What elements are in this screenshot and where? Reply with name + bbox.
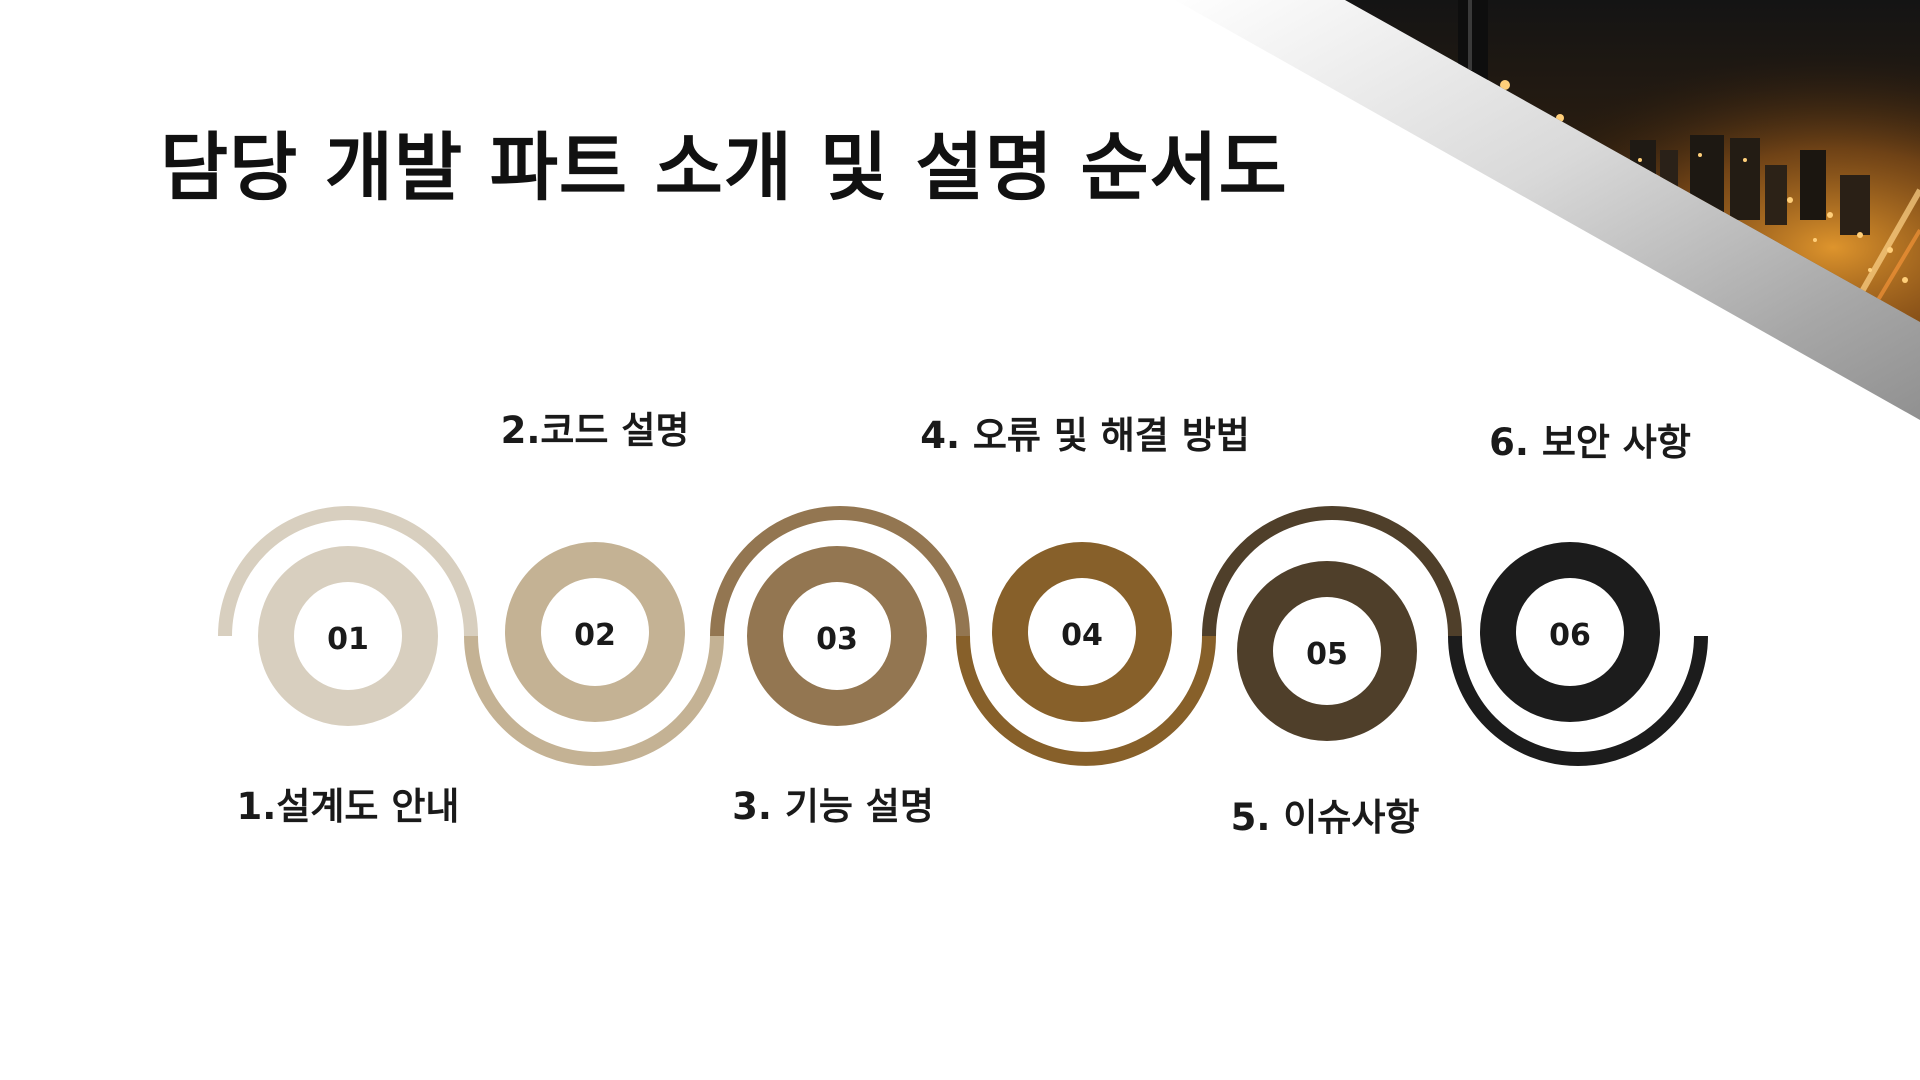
step-01-number: 01 xyxy=(327,622,369,657)
step-06-node: 06 xyxy=(1480,542,1660,722)
step-01-label: 1.설계도 안내 xyxy=(236,785,460,828)
step-05-label: 5. 이슈사항 xyxy=(1230,796,1420,839)
step-04-label: 4. 오류 및 해결 방법 xyxy=(920,414,1250,457)
step-04-arc xyxy=(956,635,1216,766)
step-03-label: 3. 기능 설명 xyxy=(732,785,934,828)
step-06-label: 6. 보안 사항 xyxy=(1489,421,1691,464)
step-02-label: 2.코드 설명 xyxy=(500,409,690,452)
step-03-arc xyxy=(710,506,970,637)
step-01-arc xyxy=(218,506,478,637)
step-05-arc xyxy=(1202,506,1462,637)
step-04-number: 04 xyxy=(1061,618,1103,653)
step-02-arc xyxy=(464,635,724,766)
step-03-node: 03 xyxy=(747,546,927,726)
step-05-number: 05 xyxy=(1306,637,1348,672)
step-04-node: 04 xyxy=(992,542,1172,722)
step-02-node: 02 xyxy=(505,542,685,722)
step-06-number: 06 xyxy=(1549,618,1591,653)
step-01-node: 01 xyxy=(258,546,438,726)
step-05-node: 05 xyxy=(1237,561,1417,741)
page-title: 담당 개발 파트 소개 및 설명 순서도 xyxy=(160,125,1288,211)
step-03-number: 03 xyxy=(816,622,858,657)
step-02-number: 02 xyxy=(574,618,616,653)
step-06-arc xyxy=(1448,635,1708,766)
